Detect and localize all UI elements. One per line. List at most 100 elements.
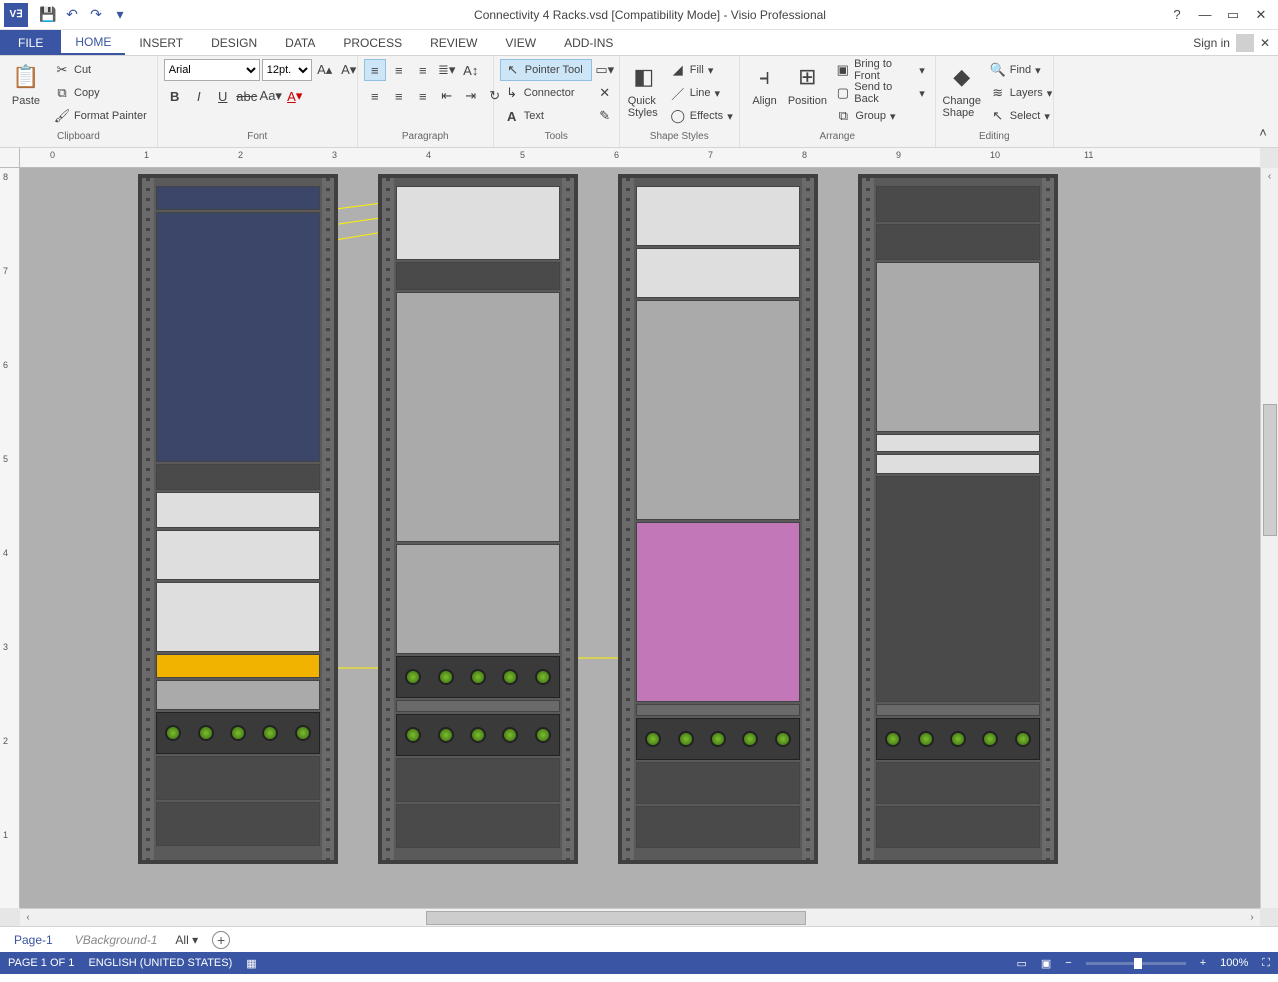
rack-2-device-1[interactable] bbox=[396, 186, 560, 260]
align-center-button[interactable]: ≡ bbox=[388, 85, 410, 107]
drawing-page[interactable] bbox=[20, 168, 1220, 908]
canvas[interactable] bbox=[20, 168, 1260, 908]
text-direction-button[interactable]: A↕ bbox=[460, 59, 482, 81]
cut-button[interactable]: ✂Cut bbox=[50, 59, 151, 81]
collapse-ribbon-button[interactable]: ˄ bbox=[1252, 121, 1274, 143]
rack-2-device-7[interactable] bbox=[396, 714, 560, 756]
rack-1-device-8[interactable] bbox=[156, 680, 320, 710]
rack-4[interactable] bbox=[858, 174, 1058, 864]
zoom-in-button[interactable]: + bbox=[1200, 957, 1206, 969]
freeform-tool-button[interactable]: ✎ bbox=[594, 105, 616, 127]
close-button[interactable]: ✕ bbox=[1248, 4, 1274, 26]
find-button[interactable]: 🔍Find▾ bbox=[986, 59, 1057, 81]
rack-4-device-2[interactable] bbox=[876, 224, 1040, 260]
text-tool-button[interactable]: AText bbox=[500, 105, 592, 127]
shrink-font-button[interactable]: A▾ bbox=[338, 59, 360, 81]
format-painter-button[interactable]: 🖌Format Painter bbox=[50, 105, 151, 127]
ruler-horizontal[interactable]: 01234567891011 bbox=[20, 148, 1260, 168]
tab-design[interactable]: DESIGN bbox=[197, 30, 271, 55]
group-button[interactable]: ⧉Group▾ bbox=[831, 105, 928, 127]
effects-button[interactable]: ◯Effects▾ bbox=[666, 105, 737, 127]
rack-1[interactable] bbox=[138, 174, 338, 864]
scroll-up-button[interactable]: ‹ bbox=[1262, 168, 1278, 184]
rack-2-device-3[interactable] bbox=[396, 292, 560, 542]
change-shape-button[interactable]: ◆Change Shape bbox=[942, 59, 982, 121]
tab-process[interactable]: PROCESS bbox=[329, 30, 416, 55]
zoom-handle[interactable] bbox=[1134, 958, 1142, 969]
align-top-button[interactable]: ≡ bbox=[364, 59, 386, 81]
rack-2-device-6[interactable] bbox=[396, 700, 560, 712]
save-button[interactable]: 💾 bbox=[38, 5, 58, 25]
align-right-button[interactable]: ≡ bbox=[412, 85, 434, 107]
indent-dec-button[interactable]: ⇤ bbox=[436, 85, 458, 107]
italic-button[interactable]: I bbox=[188, 85, 210, 107]
font-size-select[interactable]: 12pt. bbox=[262, 59, 312, 81]
rack-1-device-5[interactable] bbox=[156, 530, 320, 580]
help-button[interactable]: ? bbox=[1164, 4, 1190, 26]
sign-in[interactable]: Sign in ✕ bbox=[1185, 30, 1278, 55]
rack-2-device-9[interactable] bbox=[396, 804, 560, 848]
strike-button[interactable]: abc bbox=[236, 85, 258, 107]
rack-1-device-11[interactable] bbox=[156, 802, 320, 846]
tab-review[interactable]: REVIEW bbox=[416, 30, 491, 55]
page-tab-active[interactable]: Page-1 bbox=[10, 931, 57, 949]
font-family-select[interactable]: Arial bbox=[164, 59, 260, 81]
font-color-button[interactable]: A▾ bbox=[284, 85, 306, 107]
rack-3-device-6[interactable] bbox=[636, 718, 800, 760]
scroll-left-button[interactable]: ‹ bbox=[20, 910, 36, 926]
undo-button[interactable]: ↶ bbox=[62, 5, 82, 25]
fit-window-button[interactable]: ⛶ bbox=[1262, 957, 1270, 970]
scroll-thumb-v[interactable] bbox=[1263, 404, 1277, 536]
fill-button[interactable]: ◢Fill▾ bbox=[666, 59, 737, 81]
select-button[interactable]: ↖Select▾ bbox=[986, 105, 1057, 127]
rack-2-device-5[interactable] bbox=[396, 656, 560, 698]
rack-4-device-6[interactable] bbox=[876, 476, 1040, 702]
indent-inc-button[interactable]: ⇥ bbox=[460, 85, 482, 107]
rack-1-device-7[interactable] bbox=[156, 654, 320, 678]
rack-1-device-4[interactable] bbox=[156, 492, 320, 528]
page-tab-all[interactable]: All ▾ bbox=[175, 933, 198, 947]
bold-button[interactable]: B bbox=[164, 85, 186, 107]
rack-1-device-9[interactable] bbox=[156, 712, 320, 754]
position-button[interactable]: ⊞Position bbox=[787, 59, 827, 109]
status-language[interactable]: ENGLISH (UNITED STATES) bbox=[88, 957, 232, 969]
page-tab-background[interactable]: VBackground-1 bbox=[71, 931, 162, 949]
tab-data[interactable]: DATA bbox=[271, 30, 329, 55]
align-middle-button[interactable]: ≡ bbox=[388, 59, 410, 81]
layers-button[interactable]: ≋Layers▾ bbox=[986, 82, 1057, 104]
rack-1-device-10[interactable] bbox=[156, 756, 320, 800]
quick-styles-button[interactable]: ◧Quick Styles bbox=[626, 59, 662, 121]
bring-front-button[interactable]: ▣Bring to Front▾ bbox=[831, 59, 928, 81]
scroll-thumb-h[interactable] bbox=[426, 911, 806, 925]
rack-3-device-8[interactable] bbox=[636, 806, 800, 848]
grow-font-button[interactable]: A▴ bbox=[314, 59, 336, 81]
rack-2-device-2[interactable] bbox=[396, 262, 560, 290]
zoom-level[interactable]: 100% bbox=[1220, 957, 1248, 969]
tab-insert[interactable]: INSERT bbox=[125, 30, 197, 55]
maximize-button[interactable]: ▭ bbox=[1220, 4, 1246, 26]
scroll-right-button[interactable]: › bbox=[1244, 910, 1260, 926]
rack-3-device-3[interactable] bbox=[636, 300, 800, 520]
rectangle-tool-button[interactable]: ▭▾ bbox=[594, 59, 616, 81]
paste-button[interactable]: 📋 Paste bbox=[6, 59, 46, 109]
copy-button[interactable]: ⧉Copy bbox=[50, 82, 151, 104]
rack-2-device-8[interactable] bbox=[396, 758, 560, 802]
rack-4-device-5[interactable] bbox=[876, 454, 1040, 474]
rack-3-device-2[interactable] bbox=[636, 248, 800, 298]
scrollbar-horizontal[interactable]: ‹ › bbox=[20, 908, 1260, 926]
presentation-mode-button[interactable]: ▭ bbox=[1016, 957, 1026, 970]
rack-4-device-7[interactable] bbox=[876, 704, 1040, 716]
tab-add-ins[interactable]: ADD-INS bbox=[550, 30, 627, 55]
bullets-button[interactable]: ≣▾ bbox=[436, 59, 458, 81]
close-pane-icon[interactable]: ✕ bbox=[1260, 36, 1270, 50]
zoom-slider[interactable] bbox=[1086, 962, 1186, 965]
rack-2[interactable] bbox=[378, 174, 578, 864]
rack-4-device-10[interactable] bbox=[876, 806, 1040, 848]
send-back-button[interactable]: ▢Send to Back▾ bbox=[831, 82, 928, 104]
line-button[interactable]: ／Line▾ bbox=[666, 82, 737, 104]
rack-2-device-4[interactable] bbox=[396, 544, 560, 654]
rack-4-device-3[interactable] bbox=[876, 262, 1040, 432]
align-left-button[interactable]: ≡ bbox=[364, 85, 386, 107]
tab-home[interactable]: HOME bbox=[61, 30, 125, 55]
fit-page-button[interactable]: ▣ bbox=[1041, 957, 1051, 970]
